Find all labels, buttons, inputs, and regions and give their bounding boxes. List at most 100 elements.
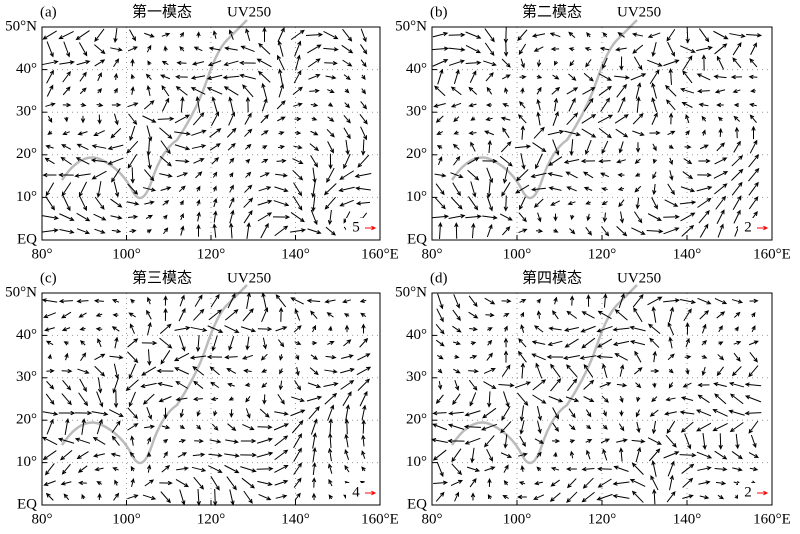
wind-arrow [91,170,107,180]
wind-arrow [245,336,250,351]
wind-arrow [196,410,201,417]
wind-arrow [293,462,302,475]
wind-arrow [601,186,608,192]
reference-arrow [365,490,377,496]
wind-arrow [42,411,59,416]
wind-arrow [46,69,54,84]
wind-arrow [486,167,494,184]
wind-arrow [619,410,624,417]
wind-arrow [504,87,509,94]
wind-arrow [746,33,762,38]
wind-arrow [240,45,255,53]
wind-arrow [129,228,137,234]
wind-arrow [448,47,466,52]
wind-arrow [226,476,237,491]
wind-arrow [160,491,171,504]
wind-arrow [596,493,613,501]
wind-arrow [748,452,760,459]
x-tick-label: 100° [503,511,532,527]
wind-arrow [179,294,185,307]
wind-arrow [701,115,707,122]
wind-arrow [681,224,695,237]
wind-arrow [114,479,119,486]
wind-arrow [547,172,563,177]
wind-arrow [110,198,123,208]
wind-arrow [716,55,725,70]
wind-arrow [44,327,55,332]
wind-arrow [360,59,367,68]
wind-arrow [696,422,712,432]
wind-arrow [483,367,496,374]
wind-arrow [174,114,191,124]
y-tick-label: EQ [17,496,37,512]
wind-arrow [279,354,284,361]
wind-arrow [649,69,660,84]
wind-arrow [714,467,728,472]
wind-arrow [97,492,102,501]
wind-arrow [483,435,495,448]
wind-arrow [714,450,728,460]
wind-arrow [343,115,351,124]
wind-arrow [143,169,155,182]
wind-arrow [536,86,542,95]
y-tick-label: 10° [16,189,37,205]
wind-arrow [290,29,305,41]
wind-arrow [567,201,576,206]
wind-arrow [174,367,190,375]
wind-arrow [193,158,205,164]
wind-arrow [581,491,595,503]
wind-arrow [58,410,76,416]
wind-arrow [698,102,709,107]
wind-arrow [617,96,626,113]
wind-arrow [532,394,547,404]
wind-arrow [278,68,283,85]
wind-arrow [453,155,461,166]
wind-arrow [685,130,690,136]
wind-arrow [79,378,87,393]
wind-arrow [179,212,184,221]
wind-arrow [78,392,89,407]
reference-box [738,483,770,501]
x-tick-label: 140° [281,511,310,527]
wind-arrow [80,115,86,124]
wind-arrow [450,479,464,487]
wind-arrow [96,391,104,408]
wind-arrow [94,353,106,361]
wind-arrow [274,435,289,447]
wind-arrow [435,394,444,405]
wind-arrow [274,479,289,486]
wind-arrow [470,141,476,152]
wind-arrow [208,309,223,321]
y-tick-label: EQ [407,496,427,512]
wind-arrow [147,349,152,366]
wind-arrow [361,139,366,156]
wind-arrow [159,173,173,178]
wind-arrow [227,292,236,309]
wind-arrow [42,30,57,40]
wind-arrow [310,354,318,360]
x-tick-label: 160°E [361,246,399,262]
wind-arrow [599,382,612,388]
wind-arrow [63,41,71,58]
wind-arrow [77,465,88,473]
x-tick-label: 100° [112,511,141,527]
wind-arrow [651,112,658,125]
wind-arrow [159,323,172,334]
wind-arrow [193,308,205,321]
wind-arrow [468,311,479,319]
wind-arrow [486,86,493,95]
wind-arrow [97,337,102,348]
wind-arrow [599,46,610,52]
wind-arrow [58,298,73,304]
wind-arrow [748,196,759,210]
y-tick-label: 50°N [395,284,427,300]
wind-arrow [312,432,317,449]
wind-arrow [210,111,220,127]
wind-arrow [569,295,575,306]
wind-arrow [537,421,542,434]
wind-arrow [436,130,443,135]
wind-arrow [62,86,71,96]
wind-arrow [749,466,759,472]
wind-arrow [664,411,677,416]
wind-arrow [679,200,697,205]
